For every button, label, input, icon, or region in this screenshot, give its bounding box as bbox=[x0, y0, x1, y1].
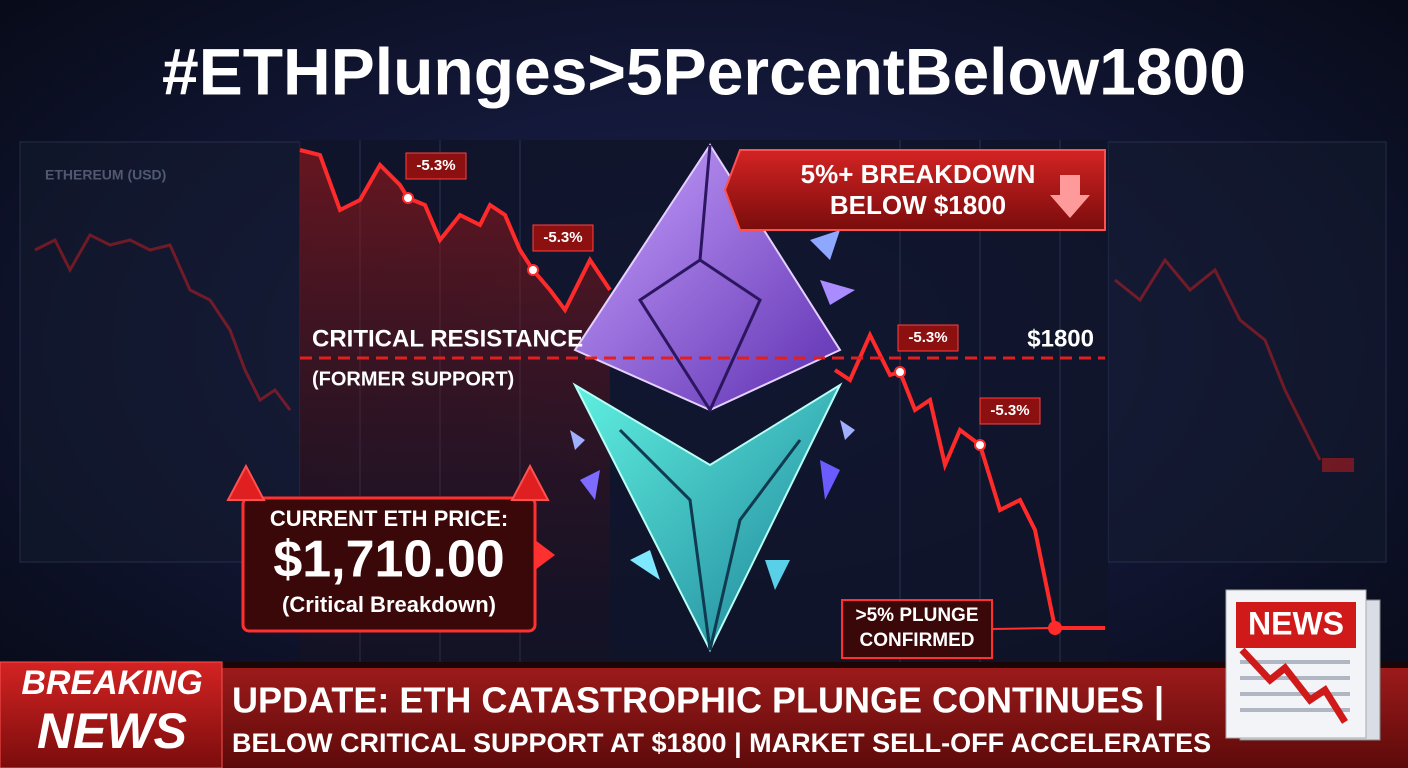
panel-frame bbox=[1107, 141, 1387, 563]
price-heading: CURRENT ETH PRICE: bbox=[270, 506, 508, 531]
title: #ETHPlunges>5PercentBelow1800 bbox=[162, 34, 1246, 108]
panel-label: ETHEREUM (USD) bbox=[45, 167, 166, 183]
right-panel bbox=[1107, 141, 1387, 563]
price-line bbox=[833, 330, 1105, 630]
panel-line bbox=[1114, 257, 1322, 461]
plunge-line: >5% PLUNGE bbox=[855, 605, 978, 626]
drop-tags: -5.3% -5.3% -5.3% -5.3% bbox=[405, 152, 1041, 425]
news-label: NEWS bbox=[1248, 605, 1344, 641]
level-label: $1800 bbox=[1027, 325, 1094, 352]
breakdown-line: BELOW $1800 bbox=[830, 190, 1006, 220]
panel-line bbox=[34, 233, 292, 411]
drop-label: -5.3% bbox=[543, 229, 582, 246]
panel-tag bbox=[1322, 458, 1354, 472]
resistance-sub: (FORMER SUPPORT) bbox=[312, 368, 514, 390]
plunge-line: CONFIRMED bbox=[859, 630, 974, 651]
price-box: CURRENT ETH PRICE: $1,710.00 (Critical B… bbox=[226, 463, 555, 633]
price-line bbox=[299, 148, 612, 314]
breaking-word: BREAKING bbox=[21, 664, 202, 702]
price-note: (Critical Breakdown) bbox=[282, 592, 496, 617]
markers bbox=[402, 192, 1062, 635]
breakdown-box: 5%+ BREAKDOWN BELOW $1800 bbox=[723, 149, 1106, 231]
drop-label: -5.3% bbox=[990, 402, 1029, 419]
news-icon: NEWS bbox=[1225, 589, 1381, 741]
breaking-word: NEWS bbox=[37, 703, 187, 759]
price-value: $1,710.00 bbox=[273, 531, 504, 589]
breaking-tag bbox=[0, 661, 223, 768]
ticker-strip bbox=[220, 668, 1408, 768]
drop-label: -5.3% bbox=[908, 329, 947, 346]
drop-label: -5.3% bbox=[416, 157, 455, 174]
eth-logo bbox=[570, 143, 855, 653]
ticker-line: UPDATE: ETH CATASTROPHIC PLUNGE CONTINUE… bbox=[232, 680, 1164, 722]
breakdown-line: 5%+ BREAKDOWN bbox=[801, 159, 1036, 189]
resistance-label: CRITICAL RESISTANCE bbox=[312, 325, 583, 352]
ticker-line: BELOW CRITICAL SUPPORT AT $1800 | MARKET… bbox=[232, 728, 1211, 758]
plunge-tag: >5% PLUNGE CONFIRMED bbox=[841, 599, 1051, 659]
